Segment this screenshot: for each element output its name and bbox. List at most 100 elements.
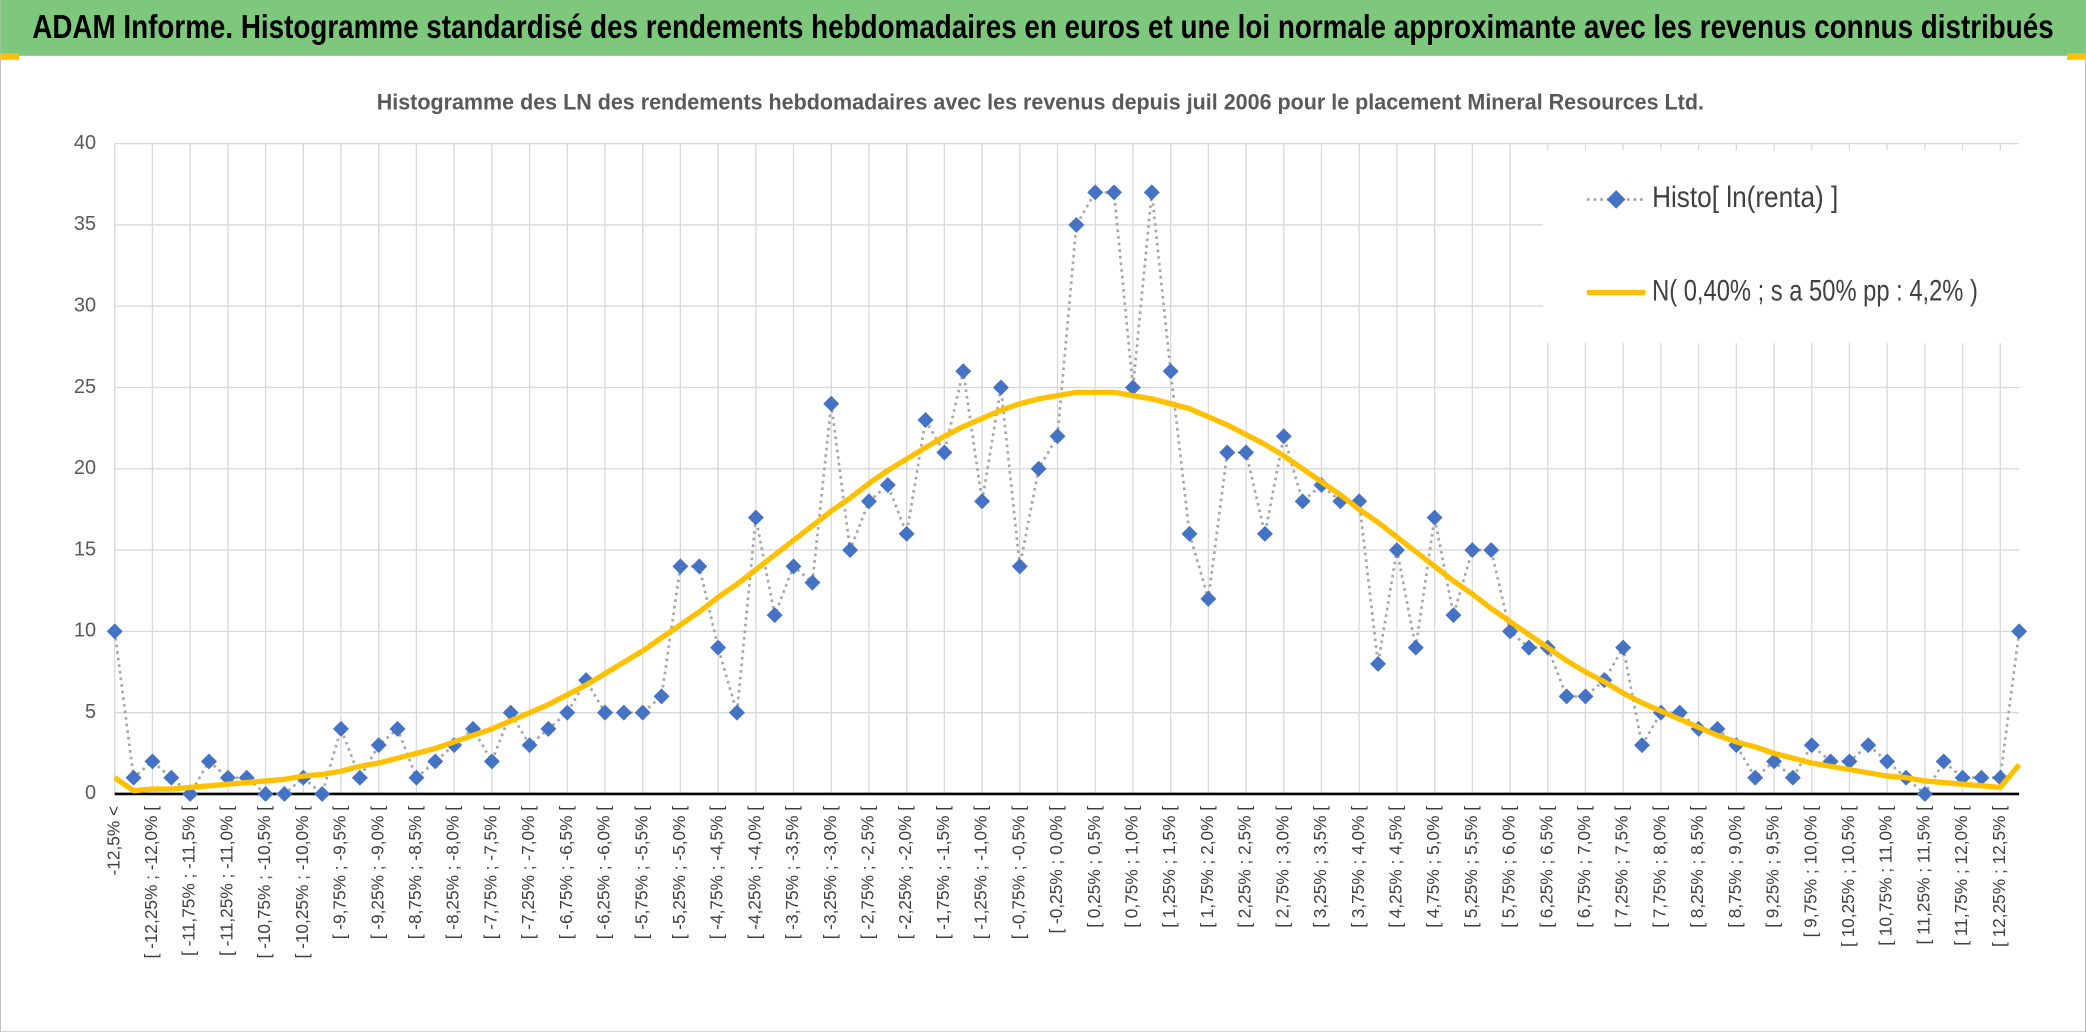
x-tick-label: [ -4,25% ; -4,0% [ xyxy=(744,806,764,940)
data-point xyxy=(785,558,802,575)
data-point xyxy=(974,493,991,510)
y-tick-label: 20 xyxy=(74,457,96,479)
x-tick-label: [ 6,75% ; 7,0% [ xyxy=(1574,806,1594,928)
x-tick-label: [ -3,75% ; -3,5% [ xyxy=(782,806,802,940)
data-point xyxy=(1784,769,1801,786)
data-point xyxy=(1935,753,1952,770)
y-tick-label: 5 xyxy=(85,701,96,723)
data-point xyxy=(1049,428,1066,445)
y-tick-label: 15 xyxy=(74,538,96,560)
x-tick-label: [ -0,25% ; 0,0% [ xyxy=(1046,806,1066,934)
data-point xyxy=(672,558,689,575)
x-tick-label: [ -9,25% ; -9,0% [ xyxy=(367,806,387,940)
data-point xyxy=(842,542,859,559)
x-tick-label: [ -4,75% ; -4,5% [ xyxy=(707,806,727,940)
data-point xyxy=(1200,590,1217,607)
y-tick-label: 35 xyxy=(74,213,96,235)
legend-label: N( 0,40% ; s a 50% pp : 4,2% ) xyxy=(1652,275,1978,307)
data-point xyxy=(823,395,840,412)
data-point xyxy=(1426,509,1443,526)
x-tick-label: [ 5,25% ; 5,5% [ xyxy=(1461,806,1481,928)
data-point xyxy=(276,785,293,802)
corner xyxy=(0,53,19,60)
data-point xyxy=(1766,753,1783,770)
legend-box xyxy=(1543,150,2022,344)
data-point xyxy=(389,720,406,737)
x-tick-label: [ 1,25% ; 1,5% [ xyxy=(1159,806,1179,928)
x-tick-label: [ 0,25% ; 0,5% [ xyxy=(1084,806,1104,928)
x-tick-label: [ 2,25% ; 2,5% [ xyxy=(1235,806,1255,928)
data-point xyxy=(351,769,368,786)
data-point xyxy=(1860,737,1877,754)
data-point xyxy=(691,558,708,575)
data-point xyxy=(314,785,331,802)
x-tick-label: [ -10,75% ; -10,5% [ xyxy=(254,806,274,959)
data-point xyxy=(860,493,877,510)
x-tick-label: [ 8,25% ; 8,5% [ xyxy=(1687,806,1707,928)
x-tick-label: [ 11,75% ; 12,0% [ xyxy=(1951,806,1971,946)
x-tick-label: [ -8,75% ; -8,5% [ xyxy=(405,806,425,940)
x-tick-label: [ 2,75% ; 3,0% [ xyxy=(1272,806,1292,928)
data-point xyxy=(1841,753,1858,770)
x-tick-label: [ 3,25% ; 3,5% [ xyxy=(1310,806,1330,928)
x-tick-label: [ -2,75% ; -2,5% [ xyxy=(858,806,878,940)
series-line xyxy=(113,389,2022,794)
x-tick-label: [ -5,25% ; -5,0% [ xyxy=(669,806,689,940)
y-tick-label: 0 xyxy=(85,782,96,804)
data-point xyxy=(201,753,217,770)
x-tick-label: [ -9,75% ; -9,5% [ xyxy=(330,806,350,940)
x-tick-label: [ -5,75% ; -5,5% [ xyxy=(631,806,651,940)
x-tick-label: [ 12,25% ; 12,5% [ xyxy=(1989,806,2009,947)
data-point xyxy=(879,477,896,494)
data-point xyxy=(653,688,670,705)
x-tick-label: [ 5,75% ; 6,0% [ xyxy=(1499,806,1519,928)
y-tick-label: 30 xyxy=(74,294,96,316)
data-point xyxy=(936,444,953,461)
legend-marker xyxy=(1606,190,1626,209)
y-tick-label: 10 xyxy=(74,620,96,642)
x-tick-label: [ -0,75% ; -0,5% [ xyxy=(1008,806,1028,940)
x-tick-label: [ -1,75% ; -1,5% [ xyxy=(933,806,953,940)
x-tick-label: [ 9,75% ; 10,0% [ xyxy=(1800,806,1820,938)
y-tick-label: 40 xyxy=(74,132,96,154)
x-tick-label: [ 1,75% ; 2,0% [ xyxy=(1197,806,1217,928)
x-tick-label: [ -11,75% ; -11,5% [ xyxy=(179,806,199,956)
x-tick-label: [ -7,25% ; -7,0% [ xyxy=(518,806,538,940)
chart-title: Histogramme des LN des rendements hebdom… xyxy=(377,90,1704,115)
x-tick-label: [ -12,25% ; -12,0% [ xyxy=(141,806,161,959)
data-point xyxy=(898,525,915,542)
data-point xyxy=(1294,493,1311,510)
x-tick-label: [ -3,25% ; -3,0% [ xyxy=(820,806,840,940)
data-point xyxy=(1238,444,1255,461)
data-point xyxy=(1087,184,1104,201)
corner xyxy=(2067,53,2086,60)
data-point xyxy=(1747,769,1764,786)
data-point xyxy=(408,769,425,786)
x-tick-label: -12,5% < xyxy=(103,806,123,876)
x-tick-label: [ -2,25% ; -2,0% [ xyxy=(895,806,915,940)
x-tick-label: [ -7,75% ; -7,5% [ xyxy=(480,806,500,940)
x-tick-label: [ -10,25% ; -10,0% [ xyxy=(292,806,312,959)
page-title: ADAM Informe. Histogramme standardisé de… xyxy=(32,9,2053,46)
x-tick-label: [ 10,25% ; 10,5% [ xyxy=(1838,806,1858,947)
x-tick-label: [ -1,25% ; -1,0% [ xyxy=(971,806,991,940)
data-point xyxy=(728,704,745,721)
data-point xyxy=(1464,542,1481,559)
data-point xyxy=(1011,558,1028,575)
data-point xyxy=(483,753,500,770)
data-point xyxy=(1388,542,1405,559)
data-point xyxy=(917,412,934,428)
data-point xyxy=(747,509,764,526)
x-tick-label: [ 9,25% ; 9,5% [ xyxy=(1763,806,1783,928)
x-tick-label: [ 0,75% ; 1,0% [ xyxy=(1121,806,1141,928)
data-point xyxy=(1275,428,1292,445)
x-tick-label: [ 8,75% ; 9,0% [ xyxy=(1725,806,1745,928)
legend-label: Histo[ ln(renta) ] xyxy=(1652,182,1838,214)
x-tick-label: [ 4,75% ; 5,0% [ xyxy=(1423,806,1443,928)
data-point xyxy=(1558,688,1575,705)
y-tick-label: 25 xyxy=(74,376,96,398)
data-point xyxy=(634,704,651,721)
x-tick-label: [ 10,75% ; 11,0% [ xyxy=(1876,806,1896,946)
